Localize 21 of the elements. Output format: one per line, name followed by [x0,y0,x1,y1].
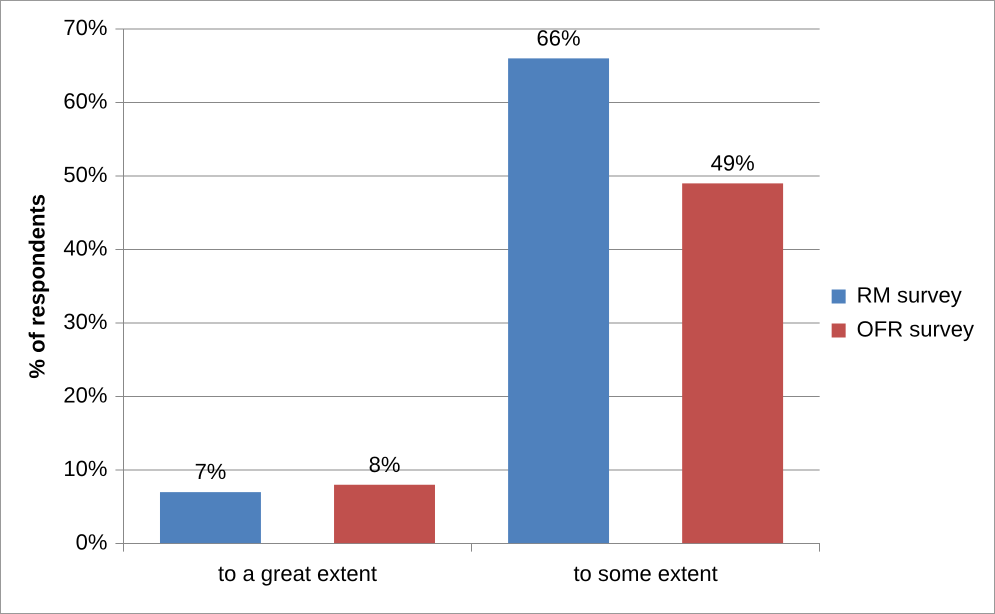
x-tick-label: to some extent [573,560,718,586]
data-label: 8% [368,452,400,477]
bar [160,492,261,544]
x-tick-label: to a great extent [218,560,377,586]
y-tick-label: 50% [63,162,108,188]
y-tick-label: 20% [63,382,108,408]
bar [334,484,435,544]
y-tick-label: 0% [76,530,108,555]
bar [682,183,784,544]
legend-label: OFR survey [856,316,974,342]
bar [508,58,610,544]
y-axis-title: % of respondents [24,194,50,379]
y-tick-label: 60% [63,88,108,114]
y-tick-label: 70% [63,15,108,40]
data-label: 49% [710,150,755,176]
y-tick-label: 40% [63,236,108,261]
data-label: 7% [194,459,226,484]
legend-label: RM survey [856,282,962,308]
data-label: 66% [536,25,581,50]
y-tick-label: 10% [63,456,108,482]
y-tick-label: 30% [63,309,108,334]
